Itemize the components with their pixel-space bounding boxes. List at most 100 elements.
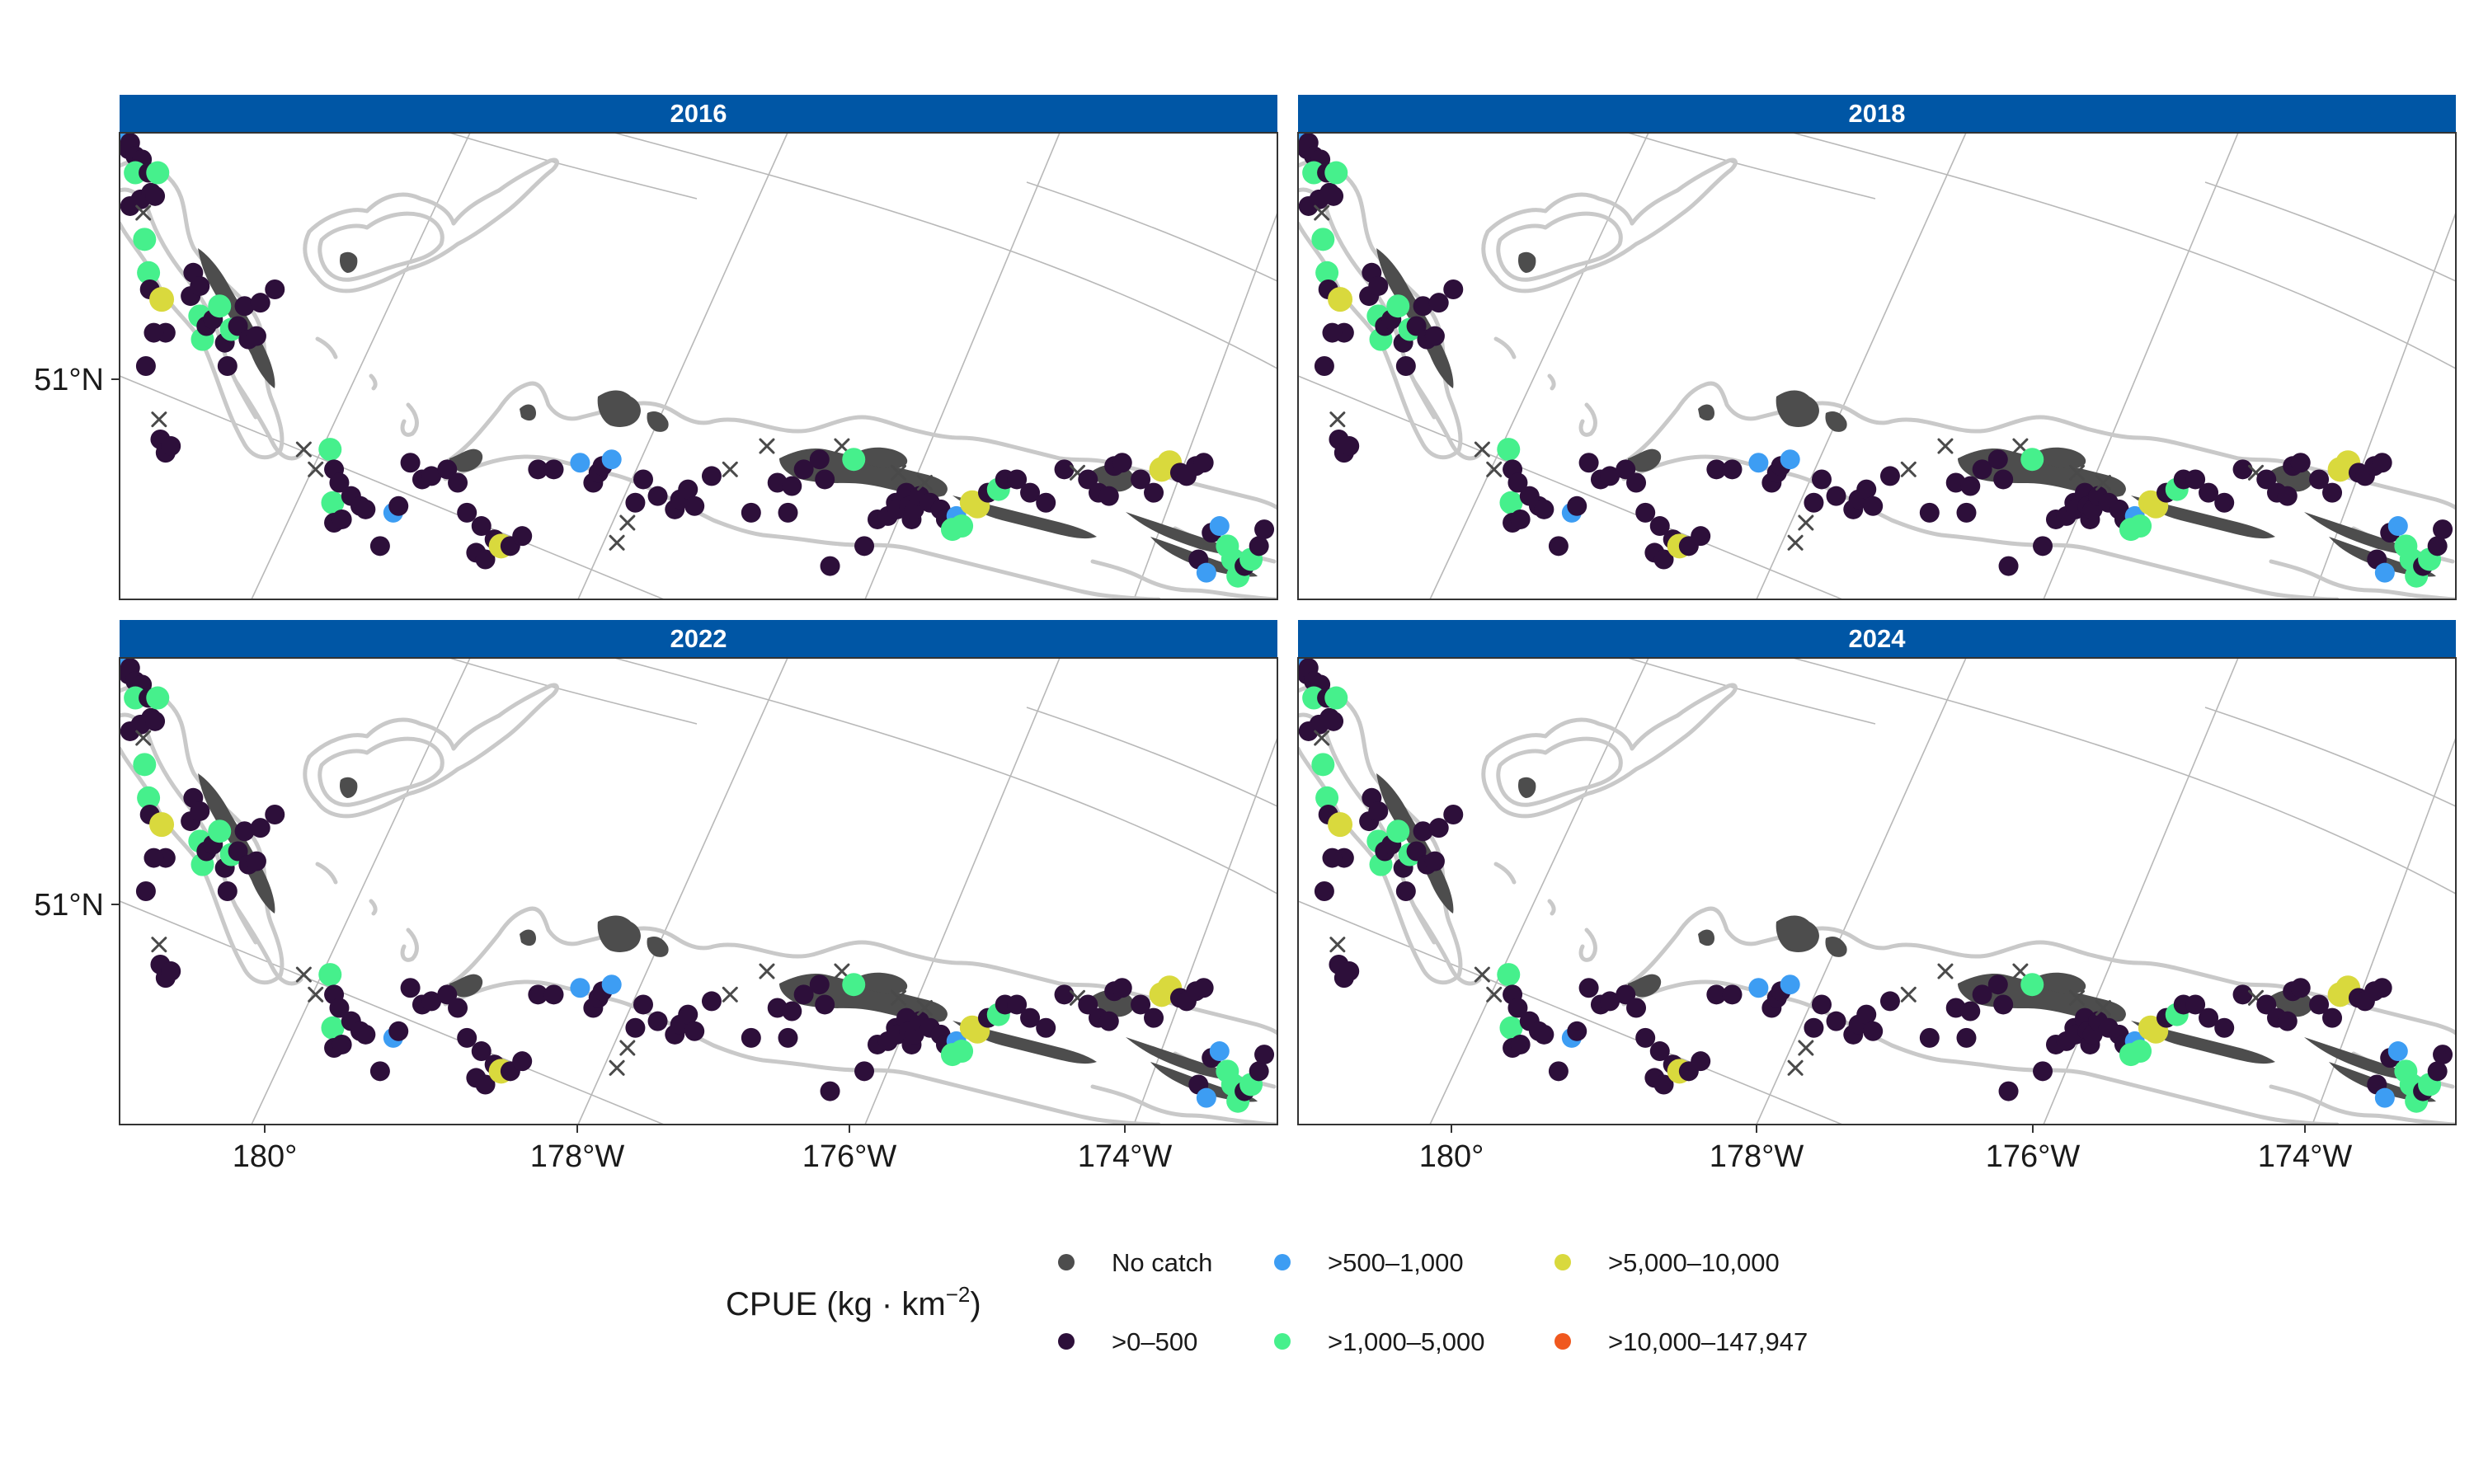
no-catch-marker: [151, 937, 167, 953]
station-point-0-500: [448, 998, 468, 1018]
station-point-0-500: [2277, 1011, 2298, 1031]
station-point-0-500: [120, 195, 140, 216]
station-point-0-500: [2290, 978, 2311, 998]
station-point-0-500: [678, 479, 698, 500]
station-point-1000-5000: [137, 786, 161, 810]
no-catch-marker: [834, 438, 850, 454]
station-point-0-500: [1368, 275, 1389, 296]
station-point-0-500: [228, 316, 248, 336]
station-point-0-500: [250, 818, 270, 838]
no-catch-marker: [722, 461, 738, 477]
station-point-0-500: [329, 998, 350, 1018]
facet-strip-2022: [120, 620, 1277, 658]
legend-item-10000-147947: >10,000–147,947: [1554, 1327, 1808, 1356]
stations-2016: [120, 133, 1275, 588]
station-point-500-1000: [1748, 978, 1769, 998]
station-point-0-500: [2214, 1017, 2235, 1038]
station-point-0-500: [1856, 1004, 1877, 1025]
no-catch-marker: [759, 438, 775, 454]
legend-label-0-500: >0–500: [1112, 1327, 1197, 1356]
station-point-0-500: [1626, 998, 1647, 1018]
station-point-1000-5000: [1386, 819, 1410, 843]
station-point-0-500: [2199, 1007, 2219, 1028]
station-point-0-500: [778, 1027, 798, 1048]
station-point-0-500: [2309, 469, 2330, 490]
x-axis-left: 180° 178°W 176°W 174°W: [233, 1125, 1172, 1174]
legend-key-no-catch: [1058, 1254, 1075, 1270]
station-point-0-500: [815, 469, 835, 490]
station-point-1000-5000: [1315, 261, 1339, 284]
facet-panel-2018: 2018: [1297, 95, 2457, 600]
legend-key-0-500: [1058, 1333, 1075, 1350]
x-axis-right: 180° 178°W 176°W 174°W: [1419, 1125, 2352, 1174]
station-point-0-500: [1036, 492, 1056, 513]
no-catch-marker: [1486, 986, 1503, 1003]
station-point-0-500: [1131, 469, 1151, 490]
station-point-1000-5000: [318, 963, 342, 987]
station-point-0-500: [1826, 486, 1846, 506]
station-point-0-500: [1879, 991, 1900, 1012]
station-point-0-500: [1406, 316, 1427, 336]
station-point-1000-5000: [208, 819, 232, 843]
legend-title: CPUE (kg · km−2): [726, 1282, 981, 1322]
station-point-0-500: [471, 516, 492, 537]
station-point-0-500: [161, 961, 181, 982]
station-point-0-500: [2199, 482, 2219, 503]
station-point-0-500: [1036, 1017, 1056, 1038]
station-point-0-500: [1443, 279, 1464, 300]
station-point-0-500: [1324, 186, 1344, 206]
station-point-0-500: [1395, 881, 1416, 901]
station-point-0-500: [1804, 492, 1824, 513]
station-point-0-500: [1626, 472, 1647, 493]
station-point-0-500: [1322, 848, 1343, 868]
station-point-0-500: [1507, 472, 1528, 493]
station-point-1000-5000: [1324, 161, 1348, 185]
station-point-0-500: [543, 459, 564, 480]
station-point-1000-5000: [2128, 1040, 2152, 1064]
station-point-500-1000: [1209, 1041, 1230, 1062]
x-tick-label-180: 180°: [1419, 1139, 1484, 1174]
no-catch-marker: [1486, 461, 1503, 477]
no-catch-marker: [609, 1059, 625, 1076]
no-catch-marker: [2012, 438, 2029, 454]
station-point-0-500: [1098, 486, 1119, 506]
station-point-0-500: [1919, 502, 1940, 523]
station-point-1000-5000: [146, 686, 170, 710]
station-point-0-500: [400, 978, 421, 998]
station-point-1000-5000: [137, 261, 161, 284]
no-catch-marker: [1900, 461, 1917, 477]
station-point-500-1000: [2374, 1087, 2395, 1108]
station-point-0-500: [265, 805, 285, 825]
station-point-0-500: [625, 1017, 646, 1038]
station-point-0-500: [1635, 502, 1656, 523]
station-point-500-1000: [601, 974, 622, 995]
facet-title-2022: 2022: [670, 624, 727, 653]
x-tick-label-176w: 176°W: [1986, 1139, 2081, 1174]
station-point-0-500: [475, 1074, 496, 1095]
no-catch-marker: [1787, 534, 1804, 551]
station-point-0-500: [2372, 978, 2392, 998]
station-point-0-500: [647, 1011, 668, 1031]
facet-title-2018: 2018: [1849, 99, 1906, 128]
legend-item-500-1000: >500–1,000: [1274, 1248, 1464, 1277]
station-point-0-500: [820, 556, 840, 576]
station-point-0-500: [543, 984, 564, 1005]
station-point-0-500: [1339, 436, 1360, 457]
legend-label-10000-147947: >10,000–147,947: [1608, 1327, 1808, 1356]
station-point-0-500: [457, 502, 477, 523]
no-catch-marker: [1314, 204, 1330, 221]
station-point-500-1000: [570, 978, 590, 998]
station-point-500-1000: [2387, 516, 2408, 537]
no-catch-marker: [619, 1040, 636, 1056]
station-point-0-500: [1826, 1011, 1846, 1031]
facet-strip-2016: [120, 95, 1277, 133]
station-point-0-500: [778, 502, 798, 523]
no-catch-marker: [2069, 989, 2086, 1006]
station-point-0-500: [1413, 296, 1433, 317]
legend-key-10000-147947: [1554, 1333, 1571, 1350]
station-point-0-500: [1424, 851, 1445, 871]
no-catch-marker: [916, 475, 933, 491]
legend-key-1000-5000: [1274, 1333, 1291, 1350]
station-point-5000-10000: [1328, 812, 1353, 838]
station-point-0-500: [512, 526, 533, 547]
